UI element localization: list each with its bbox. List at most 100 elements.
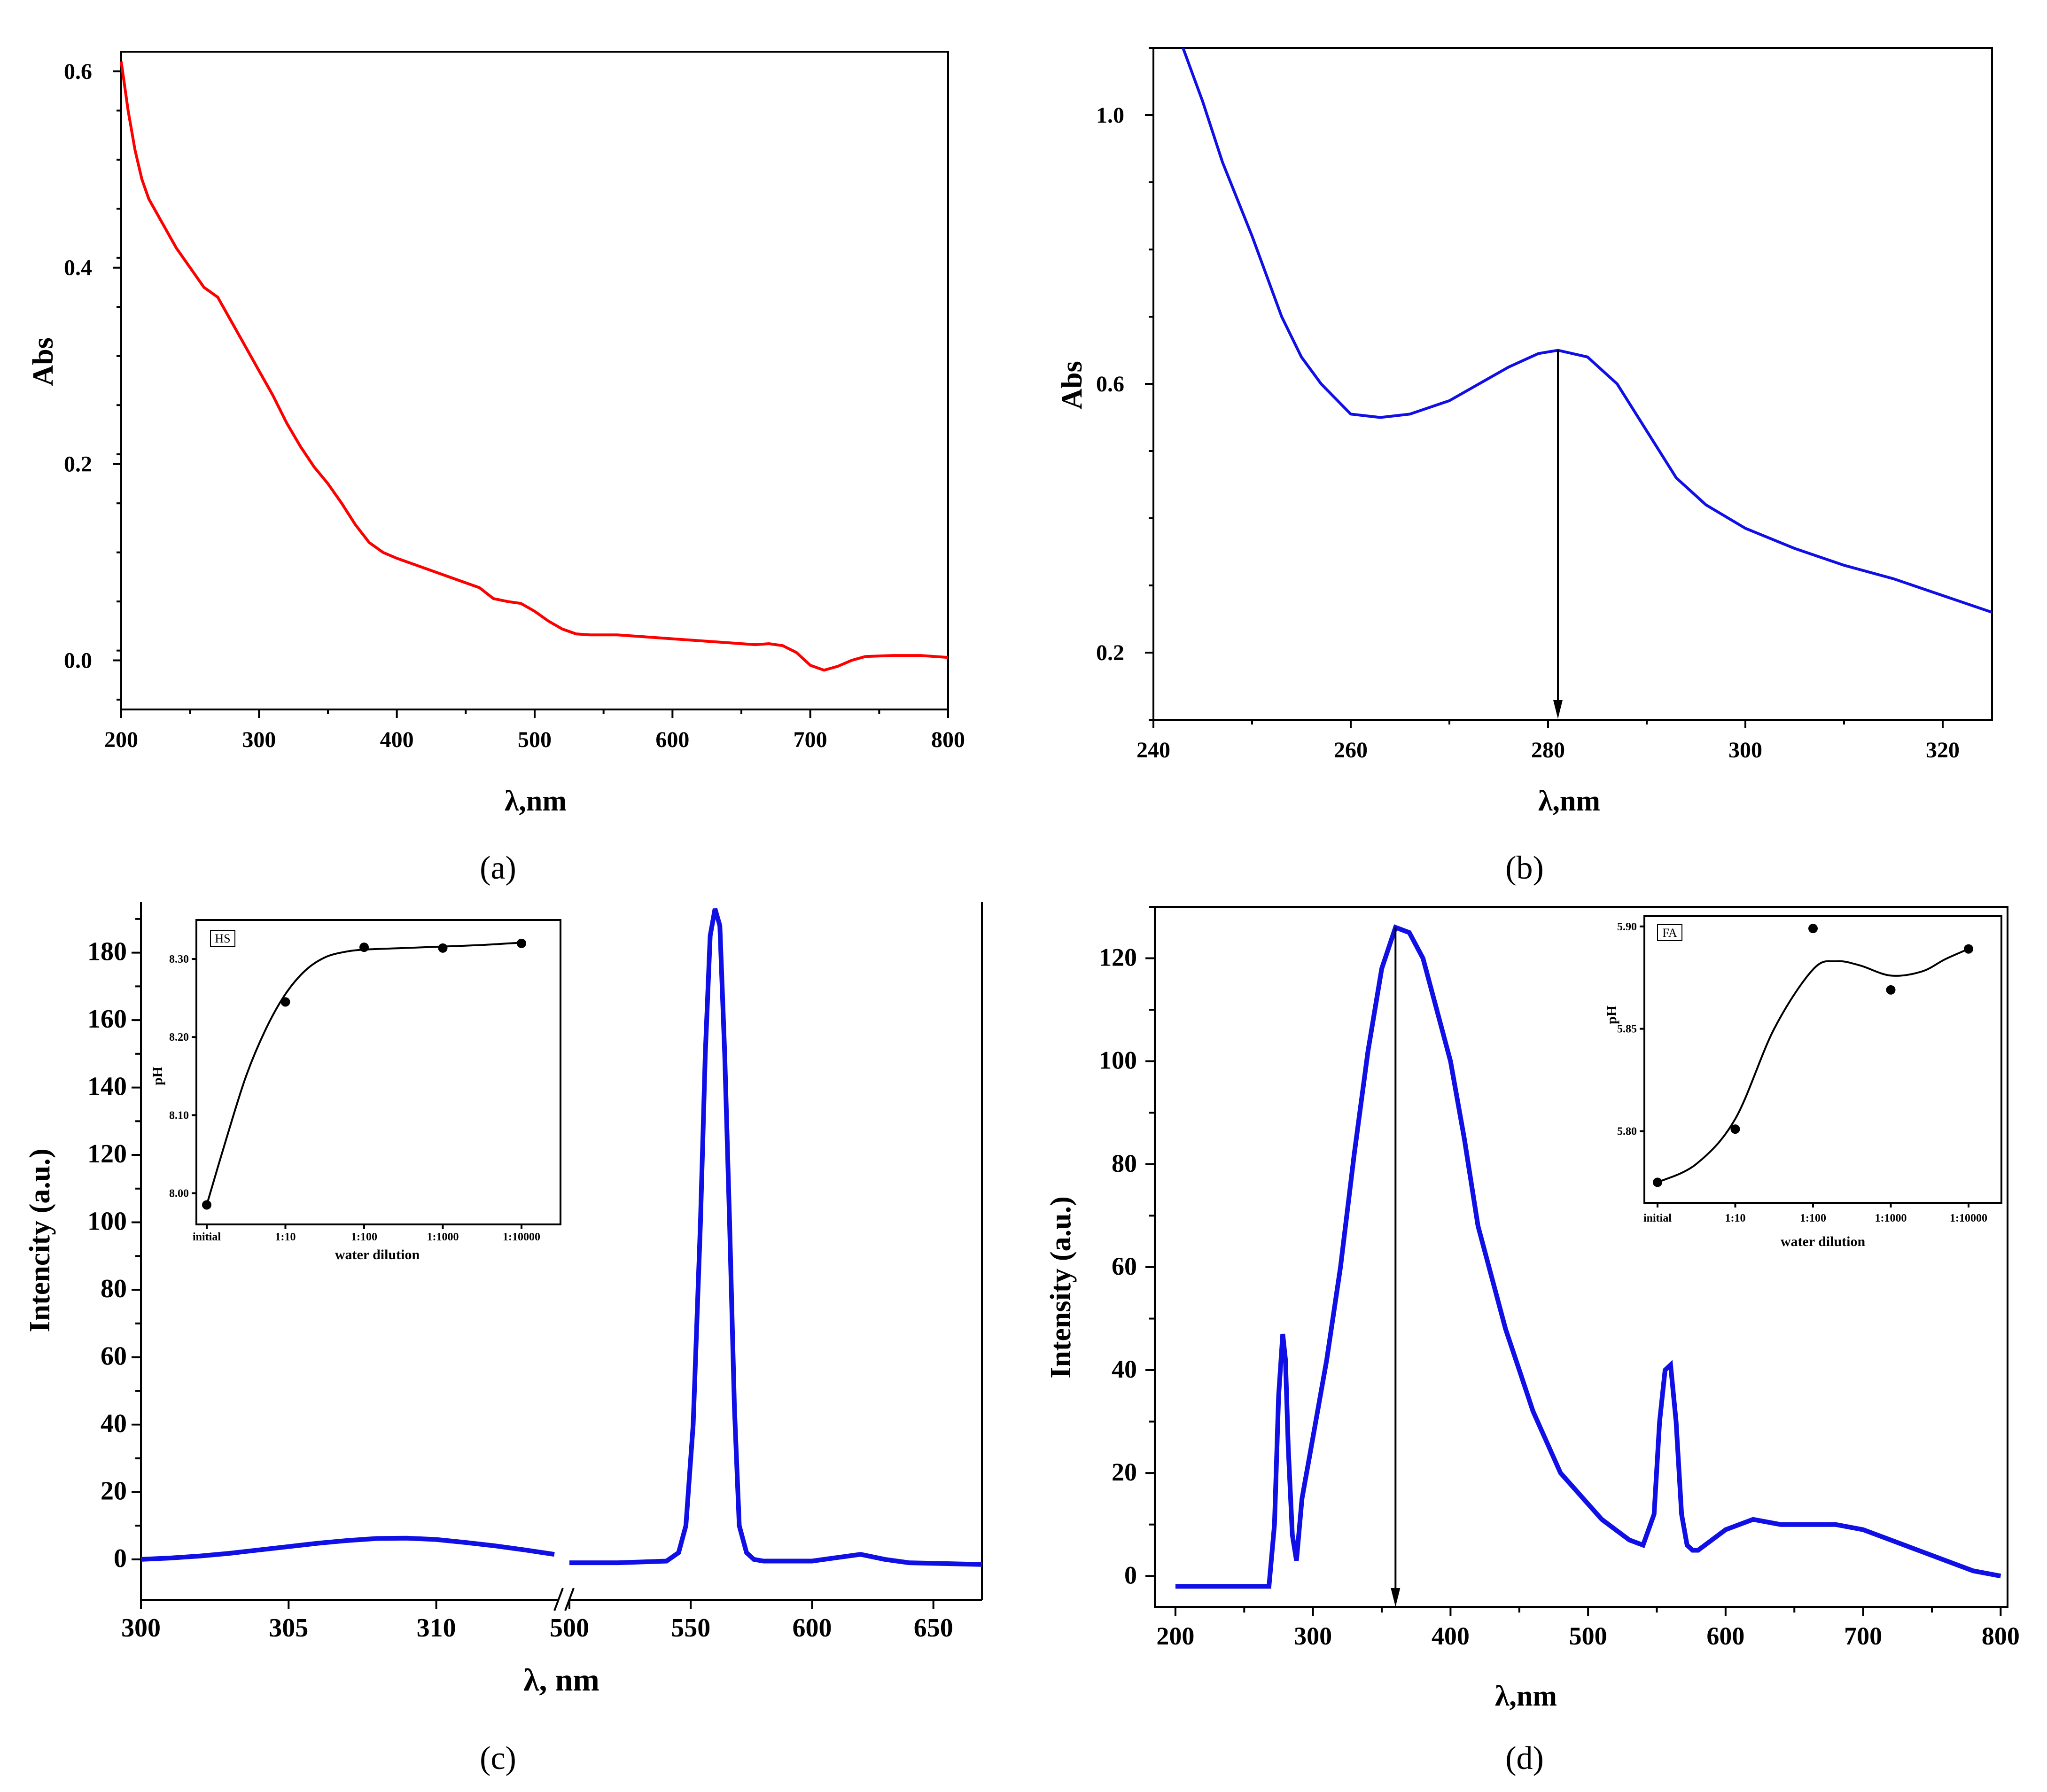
panel-a-xtick-label: 600 — [655, 727, 689, 752]
panel-d-ytick-label: 0 — [1124, 1561, 1137, 1589]
panel-c-ytick-label: 80 — [101, 1274, 127, 1303]
panel-d-ytick-label: 120 — [1099, 943, 1137, 972]
panel-d-xtick-label: 400 — [1432, 1622, 1470, 1650]
panel-c-ytick-label: 60 — [101, 1341, 127, 1371]
panel-a-xtick-label: 700 — [794, 727, 827, 752]
panel-c: 300 305 310 500 550 600 650 0 20 40 60 80 100 120 140 1… — [24, 902, 983, 1776]
panel-a-caption: (a) — [480, 850, 516, 886]
panel-c-inset-point — [359, 943, 369, 952]
panel-c-ytick-label: 160 — [87, 1005, 127, 1034]
panel-b-ytick-label: 0.2 — [1096, 640, 1124, 665]
panel-c-ytick-label: 0 — [114, 1544, 127, 1573]
panel-d-xtick-label: 300 — [1294, 1622, 1332, 1650]
panel-d-inset-point — [1886, 985, 1896, 995]
panel-d: 200 300 400 500 600 700 800 0 20 40 60 80 100 120 λ,n… — [1045, 906, 2020, 1776]
panel-a-ytick-label: 0.6 — [64, 59, 92, 84]
panel-d-xtick-label: 800 — [1982, 1622, 2020, 1650]
panel-b: 240 260 280 300 320 0.2 0.6 1.0 λ,nm Abs (b) — [1056, 47, 1993, 886]
panel-d-xlabel: λ,nm — [1495, 1680, 1557, 1712]
panel-d-inset-point — [1808, 924, 1818, 934]
panel-c-inset-points — [202, 938, 526, 1210]
panel-c-right-xtick-label: 550 — [671, 1613, 710, 1643]
panel-d-caption: (d) — [1505, 1740, 1544, 1776]
panel-d-inset-xtick-label: 1:1000 — [1875, 1212, 1907, 1224]
panel-d-xtick-label: 600 — [1706, 1622, 1744, 1650]
panel-a-ytick-label: 0.2 — [64, 452, 92, 477]
panel-a-ytick-label: 0.4 — [64, 256, 92, 280]
panel-c-right-xtick-label: 500 — [550, 1613, 589, 1643]
panel-c-inset-xtick-label: 1:10 — [275, 1231, 296, 1243]
panel-d-inset-points — [1653, 924, 1973, 1187]
panel-b-peak-arrowhead — [1553, 700, 1563, 719]
panel-c-ticks: 300 305 310 500 550 600 650 0 20 40 60 80 100 120 140 1… — [87, 918, 953, 1643]
panel-c-ylabel: Intencity (a.u.) — [24, 1149, 56, 1332]
panel-d-inset-xtick-label: 1:100 — [1800, 1212, 1826, 1224]
panel-d-inset-frame — [1643, 915, 2002, 1204]
panel-a-ticks: 200 300 400 500 600 700 800 0.0 0.2 0.4 0.6 — [64, 59, 965, 752]
panel-c-inset-ytick-label: 8.10 — [169, 1109, 189, 1122]
panel-c-inset-ytick-label: 8.00 — [169, 1188, 189, 1200]
panel-c-ytick-label: 100 — [87, 1207, 127, 1236]
panel-a-xtick-label: 200 — [104, 727, 138, 752]
panel-c-right-xtick-label: 600 — [792, 1613, 832, 1643]
panel-b-frame — [1152, 47, 1993, 721]
panel-a-ylabel: Abs — [27, 337, 59, 386]
panel-c-ytick-label: 120 — [87, 1139, 127, 1169]
panel-d-ytick-label: 80 — [1112, 1149, 1137, 1177]
panel-c-left-xtick-label: 300 — [121, 1613, 161, 1643]
panel-d-xtick-label: 200 — [1156, 1622, 1194, 1650]
panel-c-inset-ytick-label: 8.30 — [169, 953, 189, 966]
panel-c-inset-ylabel: pH — [150, 1067, 165, 1085]
panel-a-xtick-label: 800 — [931, 727, 965, 752]
panel-c-inset-frame — [195, 919, 561, 1225]
panel-c-inset-point — [202, 1200, 211, 1210]
panel-b-xtick-label: 300 — [1728, 738, 1762, 763]
panel-a-absorbance-line — [120, 61, 949, 672]
panel-b-xlabel: λ,nm — [1538, 785, 1600, 817]
panel-b-ticks: 240 260 280 300 320 0.2 0.6 1.0 — [1096, 47, 1960, 763]
panel-d-ytick-label: 100 — [1099, 1046, 1137, 1075]
panel-c-inset-xtick-label: 1:1000 — [427, 1231, 459, 1243]
panel-c-inset-point — [438, 943, 448, 953]
panel-c-inset-xlabel: water dilution — [335, 1247, 420, 1262]
panel-c-ytick-label: 40 — [101, 1409, 127, 1438]
panel-d-inset-label-box — [1657, 924, 1682, 941]
panel-c-inset: HS initial 1:10 1:100 1:1000 1:10000 8.00 8.10… — [150, 919, 561, 1262]
panel-d-xtick-label: 500 — [1569, 1622, 1607, 1650]
panel-a-ytick-label: 0.0 — [64, 648, 92, 673]
panel-c-inset-label-box — [210, 930, 235, 947]
panel-d-ytick-label: 20 — [1112, 1458, 1137, 1486]
panel-a: 200 300 400 500 600 700 800 0.0 0.2 0.4 0.6 λ,nm A… — [27, 51, 965, 886]
panel-d-inset-ticks: initial 1:10 1:100 1:1000 1:10000 5.80 5.85 5.9… — [1617, 921, 1987, 1224]
panel-d-ylabel: Intensity (a.u.) — [1045, 1196, 1077, 1379]
panel-c-ytick-label: 180 — [87, 937, 127, 966]
panel-d-inset-xtick-label: initial — [1643, 1212, 1672, 1224]
panel-a-xtick-label: 500 — [518, 727, 552, 752]
panel-c-xlabel: λ, nm — [523, 1662, 599, 1698]
panel-c-segment-2-line — [569, 908, 982, 1567]
panel-d-inset-ytick-label: 5.90 — [1617, 921, 1637, 933]
panel-d-inset-point — [1653, 1177, 1662, 1187]
panel-d-ticks: 200 300 400 500 600 700 800 0 20 40 60 80 100 120 — [1099, 906, 2020, 1650]
panel-d-inset-ytick-label: 5.85 — [1617, 1023, 1637, 1036]
panel-c-right-xtick-label: 650 — [914, 1613, 953, 1643]
panel-c-left-xtick-label: 305 — [269, 1613, 308, 1643]
panel-c-inset-xtick-label: 1:10000 — [503, 1231, 540, 1243]
panel-a-xlabel: λ,nm — [505, 785, 567, 817]
panel-d-inset-point — [1730, 1124, 1740, 1134]
panel-d-inset-fit-curve — [1657, 948, 1969, 1184]
panel-d-frame — [1154, 906, 2008, 1608]
panel-c-inset-xtick-label: initial — [193, 1231, 221, 1243]
panel-b-absorbance-line — [1182, 47, 1993, 614]
panel-d-inset-xlabel: water dilution — [1781, 1234, 1866, 1249]
panel-b-ytick-label: 0.6 — [1096, 372, 1124, 397]
panel-c-axis-break — [553, 1588, 575, 1611]
panel-b-xtick-label: 260 — [1334, 738, 1368, 763]
panel-c-inset-label: HS — [215, 932, 230, 945]
panel-c-caption: (c) — [480, 1740, 516, 1776]
panel-a-xtick-label: 400 — [380, 727, 414, 752]
panel-d-inset-label: FA — [1662, 926, 1677, 940]
panel-c-ytick-label: 140 — [87, 1072, 127, 1101]
panel-c-inset-ytick-label: 8.20 — [169, 1031, 189, 1044]
panel-b-xtick-label: 280 — [1531, 738, 1565, 763]
